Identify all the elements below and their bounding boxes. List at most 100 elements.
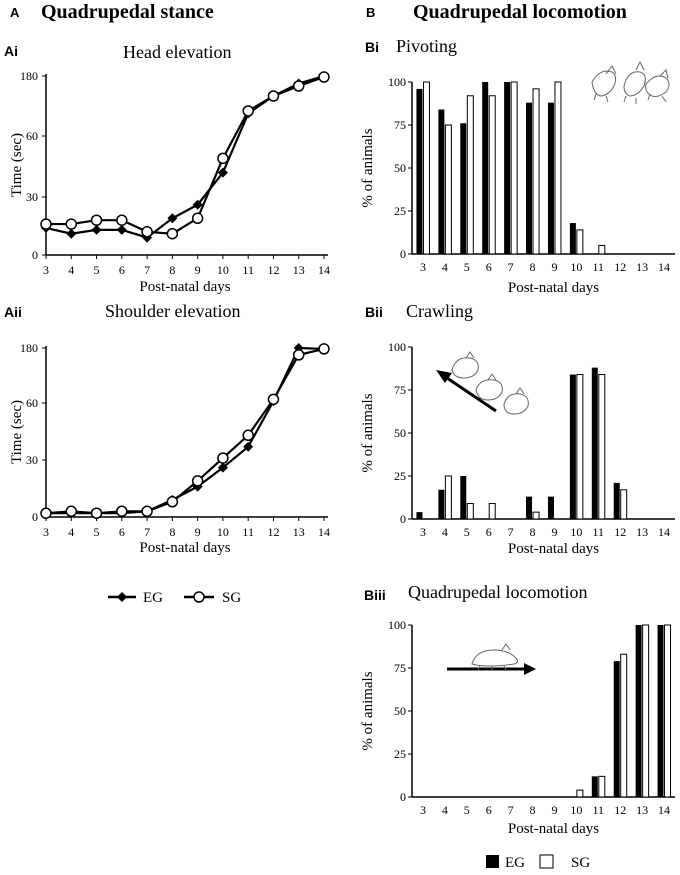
panel-label-biii: Biii: [364, 587, 386, 603]
section-b-title: Quadrupedal locomotion: [413, 1, 627, 23]
y-tick-label: 180: [20, 69, 38, 83]
x-axis-label: Post-natal days: [139, 540, 230, 556]
panel-label-bi: Bi: [365, 39, 379, 55]
y-tick-label: 100: [388, 618, 406, 632]
x-tick-label: 8: [530, 260, 536, 274]
pup-drawing-1: [591, 70, 617, 97]
x-tick-label: 8: [530, 525, 536, 539]
bar-eg: [635, 625, 642, 797]
panel-title-aii: Shoulder elevation: [105, 301, 240, 321]
x-tick-label: 6: [119, 263, 125, 277]
panel-label-aii: Aii: [4, 304, 22, 320]
bar-sg: [664, 624, 672, 798]
y-axis-label: % of animals: [360, 393, 376, 472]
x-axis-label: Post-natal days: [508, 280, 599, 296]
series-sg-point: [242, 105, 254, 117]
y-tick-label: 50: [394, 161, 406, 175]
x-tick-label: 8: [169, 263, 175, 277]
x-tick-label: 12: [267, 525, 279, 539]
x-tick-label: 9: [195, 525, 201, 539]
series-sg-point: [40, 218, 52, 230]
series-eg-point: [217, 167, 228, 178]
x-tick-label: 4: [442, 525, 448, 539]
x-tick-label: 13: [636, 525, 648, 539]
series-sg-point: [65, 218, 78, 230]
bar-eg: [591, 776, 598, 797]
x-tick-label: 7: [144, 525, 150, 539]
y-axis-label: % of animals: [360, 128, 376, 207]
series-sg-line: [46, 75, 325, 235]
bar-sg: [576, 374, 584, 520]
bar-eg: [460, 476, 467, 519]
bar-eg: [438, 109, 445, 255]
bar-sg: [466, 95, 474, 255]
x-tick-label: 8: [530, 803, 536, 817]
walk-pup-body: [471, 649, 519, 667]
crawl-pup-2: [475, 379, 503, 401]
bar-eg: [504, 82, 511, 254]
y-tick-label: 100: [388, 340, 406, 354]
bar-sg: [620, 653, 628, 798]
y-tick-label: 60: [26, 129, 38, 143]
y-tick-label: 60: [26, 396, 38, 410]
pup-drawing-2-ear: [635, 60, 645, 71]
bar-eg: [482, 82, 489, 254]
bar-eg: [569, 223, 576, 254]
chart-head-elevation: 0 30 60 180 3 4 5 6 7 8 9 10 11 12 13 14 Post-natal days…: [9, 69, 330, 295]
x-tick-label: 3: [43, 525, 49, 539]
series-sg-point: [318, 343, 330, 355]
x-tick-label: 13: [636, 803, 648, 817]
series-sg-point: [267, 90, 280, 102]
panel-title-bii: Crawling: [406, 301, 473, 321]
series-sg-point: [141, 226, 153, 238]
x-tick-label: 14: [318, 263, 330, 277]
y-tick-label: 75: [394, 118, 406, 132]
x-tick-label: 4: [68, 525, 74, 539]
crawl-arrow-head: [436, 370, 452, 383]
y-tick-label: 0: [400, 512, 406, 526]
x-tick-label: 14: [658, 803, 670, 817]
bar-eg: [613, 661, 620, 797]
x-tick-label: 12: [614, 260, 626, 274]
line-legend: EG SG: [108, 590, 241, 606]
section-b-letter: B: [366, 5, 375, 20]
pup-drawing-3-ear: [659, 69, 669, 79]
bar-sg: [466, 503, 474, 520]
series-sg-point: [191, 475, 204, 487]
x-tick-label: 7: [508, 803, 514, 817]
bar-sg: [532, 88, 540, 255]
x-tick-label: 3: [43, 263, 49, 277]
bar-sg: [576, 789, 584, 798]
y-tick-label: 75: [394, 383, 406, 397]
x-tick-label: 14: [658, 260, 670, 274]
crawl-pup-1-ear: [465, 351, 475, 359]
x-tick-label: 9: [195, 263, 201, 277]
bar-sg: [444, 475, 452, 520]
x-tick-label: 11: [242, 263, 254, 277]
x-tick-label: 11: [593, 803, 605, 817]
bar-sg: [620, 489, 628, 520]
bar-eg: [526, 496, 533, 519]
series-eg-line: [46, 346, 325, 515]
bar-eg: [591, 367, 598, 519]
x-tick-label: 6: [119, 525, 125, 539]
chart-quadrupedal-locomotion: 0 25 50 75 100 3 4 5 6 7 8 9 10 11 12 13 14 Post-natal da…: [360, 618, 675, 837]
y-tick-label: 50: [394, 704, 406, 718]
pup-drawing-1-ear: [605, 65, 617, 75]
series-sg-point: [292, 80, 305, 92]
series-sg-point: [116, 214, 128, 226]
y-tick-label: 30: [26, 453, 38, 467]
walk-pup-legs: [477, 665, 507, 671]
x-axis-label: Post-natal days: [139, 279, 230, 295]
series-sg-point: [90, 507, 103, 519]
crawl-pup-3-ear: [515, 387, 525, 395]
x-tick-label: 7: [508, 525, 514, 539]
x-tick-label: 3: [420, 260, 426, 274]
bar-sg: [576, 229, 584, 255]
crawl-pup-2-ear: [487, 373, 497, 381]
bar-sg: [444, 124, 452, 255]
x-tick-label: 10: [217, 525, 229, 539]
x-tick-label: 6: [486, 525, 492, 539]
x-tick-label: 4: [442, 803, 448, 817]
